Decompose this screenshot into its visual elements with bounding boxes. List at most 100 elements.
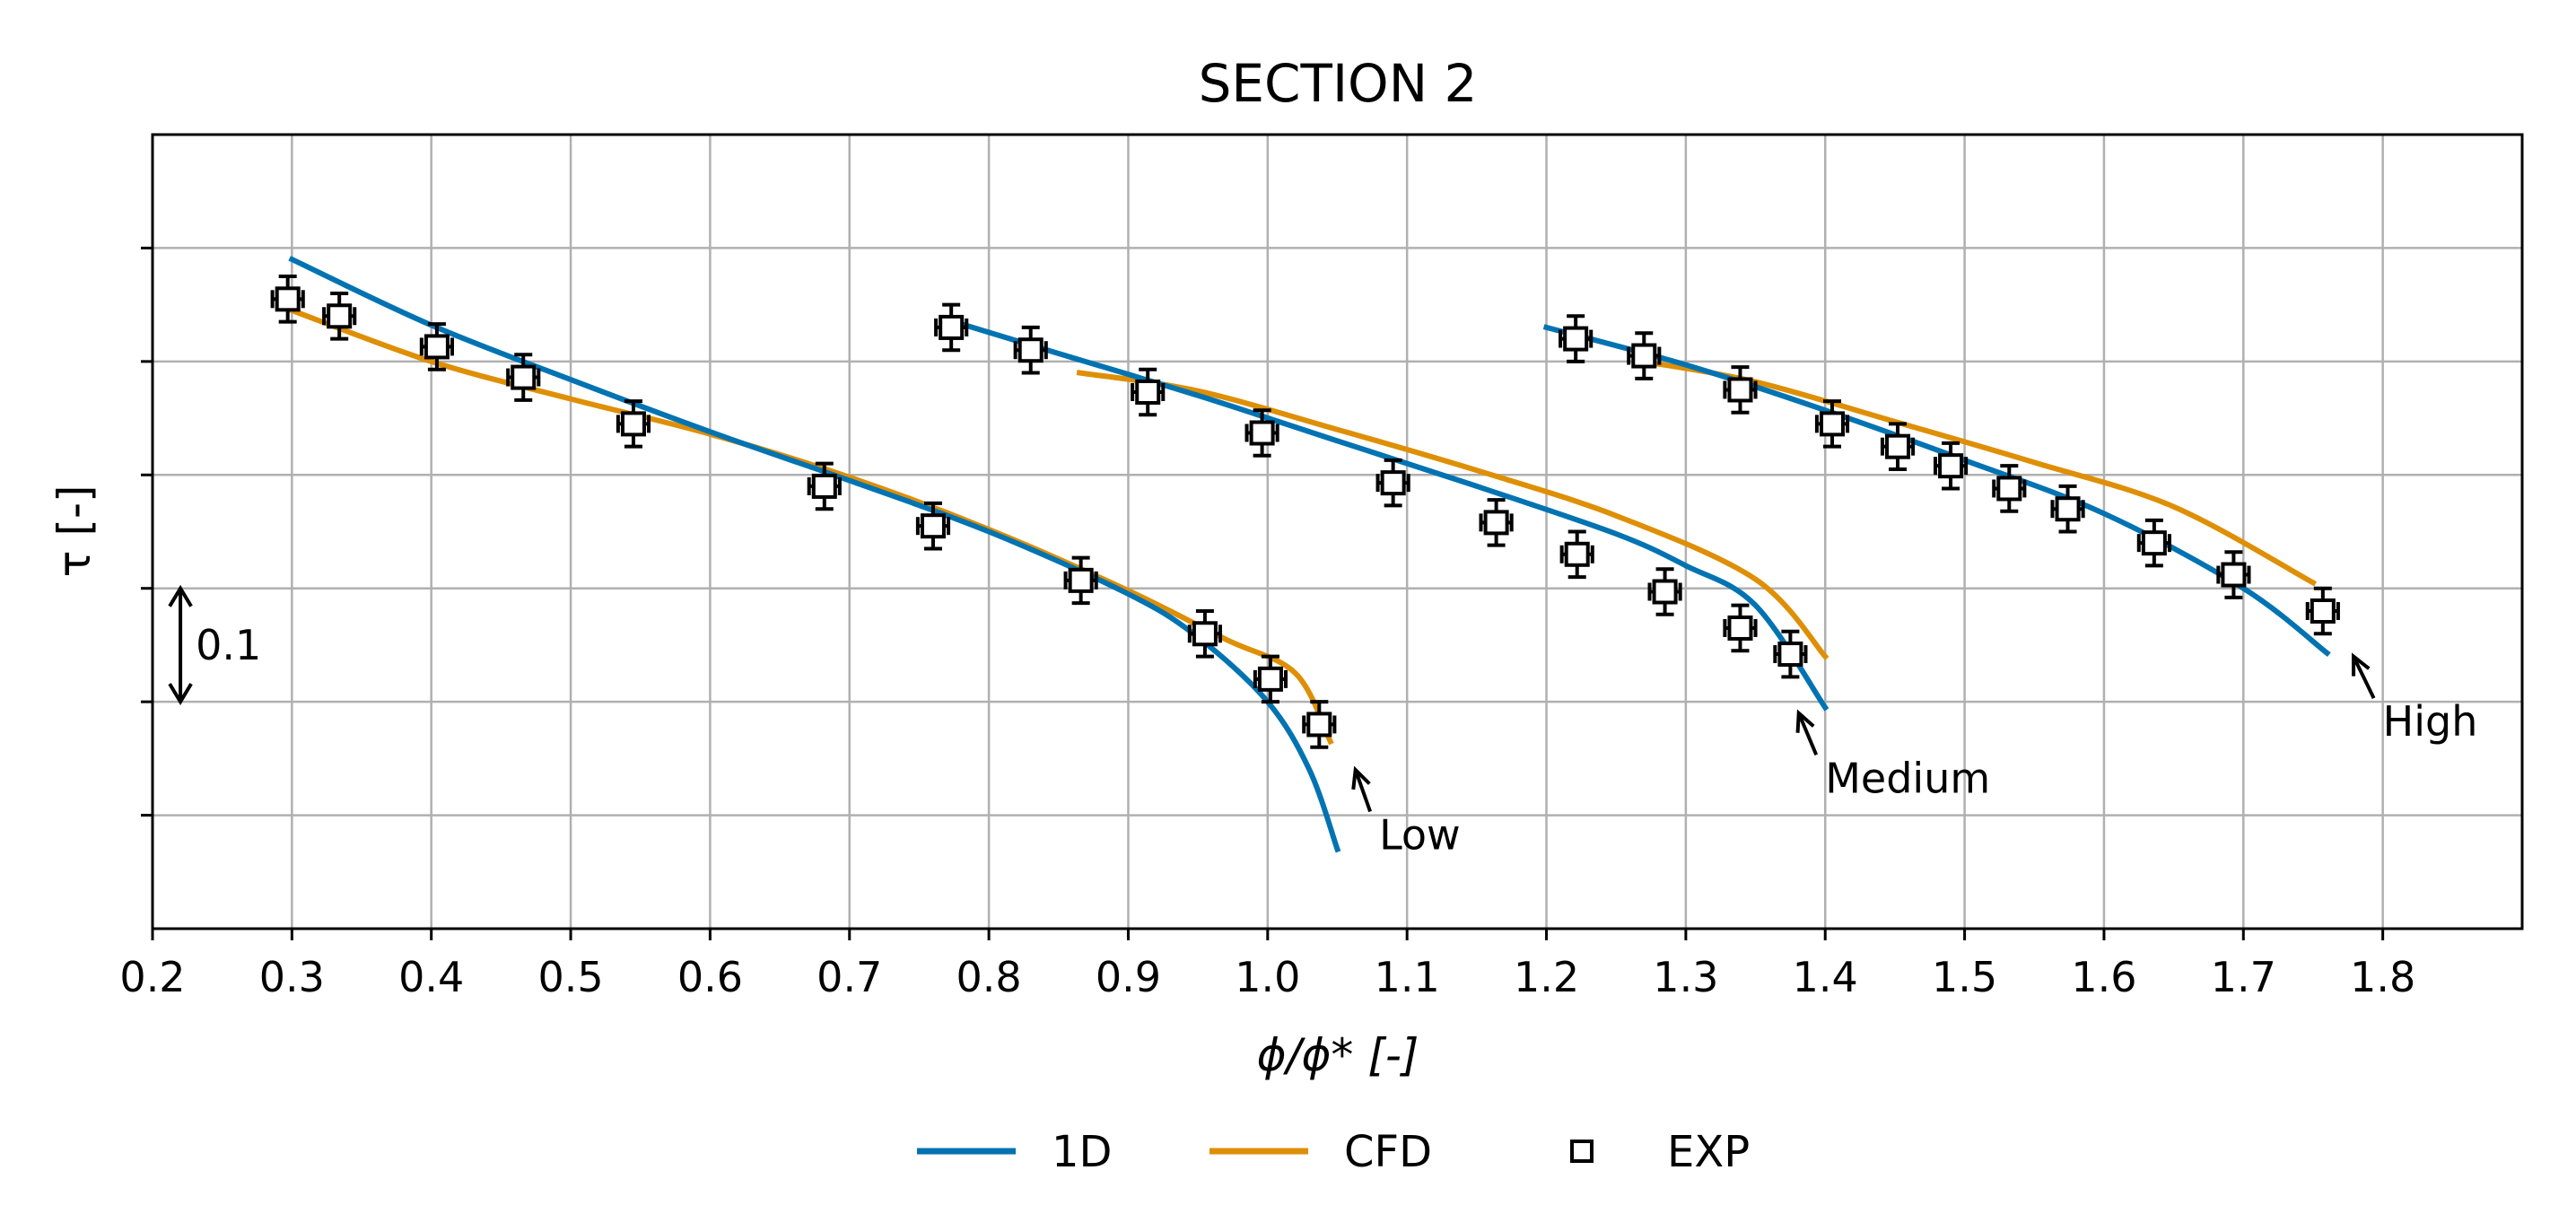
exp-marker (1564, 541, 1590, 567)
exp-point (270, 275, 305, 324)
exp-marker (1563, 326, 1589, 352)
exp-marker (424, 334, 450, 360)
x-tick-label: 1.5 (1932, 953, 1997, 1001)
exp-marker (1631, 343, 1657, 369)
exp-marker (811, 473, 837, 499)
exp-point (1479, 498, 1514, 547)
series-1d-line-2 (950, 318, 1829, 712)
scale-bar-arrow (168, 584, 193, 706)
x-axis-ticks: 0.2 0.3 0.4 0.5 0.6 0.7 0.8 0.9 1.0 1.1 1.2 1.3 1.4 1… (119, 929, 2415, 1001)
annotation-high-arrow-shaft (2352, 655, 2376, 699)
x-tick-label: 1.6 (2071, 953, 2136, 1001)
legend-1d-label: 1D (1052, 1127, 1113, 1177)
exp-point (2216, 550, 2251, 599)
exp-point (2050, 484, 2085, 534)
annotation-high-label: High (2383, 697, 2478, 746)
exp-point (1723, 603, 1758, 653)
annotation-low-arrow-shaft (1353, 769, 1372, 813)
annotation-medium-arrow-shaft (1796, 712, 1819, 756)
exp-point (322, 292, 357, 341)
exp-point (1627, 331, 1662, 380)
annotation-low-label: Low (1379, 811, 1461, 860)
exp-point (934, 302, 969, 353)
x-tick-label: 1.2 (1514, 953, 1579, 1001)
exp-point (1647, 567, 1682, 616)
x-tick-label: 1.1 (1375, 953, 1440, 1001)
exp-point (2305, 586, 2340, 636)
exp-point (807, 461, 842, 511)
exp-marker (1135, 379, 1161, 405)
scale-bar-head-bottom (168, 683, 193, 706)
legend-cfd-label: CFD (1344, 1127, 1432, 1177)
exp-point (1559, 529, 1594, 580)
exp-point (1559, 314, 1594, 363)
annotation-medium-arrow-head (1795, 709, 1815, 733)
exp-point (419, 322, 455, 371)
exp-marker (1257, 666, 1283, 692)
exp-marker (1652, 579, 1678, 605)
exp-marker (1996, 476, 2022, 502)
series-cfd-line-2 (1076, 370, 1829, 660)
exp-point (616, 399, 651, 449)
exp-point (1302, 700, 1337, 749)
series-cfd-line-1 (288, 307, 1334, 746)
annotation-low-arrow-head (1351, 765, 1371, 790)
scale-bar: 0.1 (168, 584, 261, 706)
exp-marker (511, 364, 537, 390)
exp-marker (939, 314, 965, 340)
exp-marker (1017, 337, 1043, 363)
exp-point (1187, 609, 1223, 659)
exp-marker (1192, 621, 1218, 647)
exp-marker (327, 303, 353, 329)
x-tick-label: 0.2 (119, 953, 185, 1001)
annotation-medium-label: Medium (1825, 754, 1990, 802)
exp-point (1013, 325, 1048, 375)
x-tick-label: 0.7 (816, 953, 882, 1001)
legend-exp-marker (1570, 1140, 1594, 1163)
exp-point (1723, 365, 1758, 415)
chart-title: SECTION 2 (1199, 53, 1478, 114)
exp-marker (2055, 496, 2081, 522)
exp-marker (1306, 712, 1332, 738)
x-tick-label: 0.9 (1096, 953, 1161, 1001)
annotation-medium-arrow (1795, 709, 1819, 756)
series-layer (288, 256, 2331, 853)
exp-point (1814, 399, 1850, 449)
exp-marker (275, 286, 301, 312)
exp-marker (2310, 598, 2336, 624)
x-tick-label: 0.3 (259, 953, 325, 1001)
x-tick-label: 1.8 (2350, 953, 2415, 1001)
exp-marker (1820, 411, 1846, 437)
scale-bar-label: 0.1 (196, 621, 261, 669)
exp-marker (620, 411, 646, 437)
exp-point (2136, 518, 2171, 568)
exp-point (1131, 367, 1166, 417)
exp-point (1063, 555, 1098, 606)
exp-marker (1777, 642, 1803, 668)
exp-marker (920, 513, 946, 539)
exp-point (1992, 464, 2027, 513)
annotation-high-arrow-head (2352, 652, 2371, 677)
x-tick-label: 0.4 (398, 953, 464, 1001)
x-tick-label: 0.8 (956, 953, 1022, 1001)
exp-marker (1885, 433, 1911, 459)
exp-marker (2141, 530, 2167, 556)
x-tick-label: 1.7 (2211, 953, 2276, 1001)
exp-marker (1727, 377, 1753, 403)
exp-point (506, 353, 541, 402)
exp-point (1880, 422, 1916, 471)
exp-marker (1938, 453, 1964, 479)
x-tick-label: 0.6 (677, 953, 743, 1001)
x-tick-label: 1.3 (1653, 953, 1718, 1001)
x-tick-label: 1.0 (1235, 953, 1300, 1001)
exp-point (1933, 441, 1969, 491)
annotation-high-arrow (2352, 652, 2376, 699)
exp-marker (1249, 420, 1275, 446)
x-axis-label: ϕ/ϕ* [-] (1257, 1029, 1419, 1081)
annotation-low-arrow (1351, 765, 1372, 813)
exp-point (915, 501, 951, 551)
exp-marker (1380, 470, 1406, 496)
x-tick-label: 1.4 (1793, 953, 1858, 1001)
exp-marker (1068, 567, 1094, 593)
